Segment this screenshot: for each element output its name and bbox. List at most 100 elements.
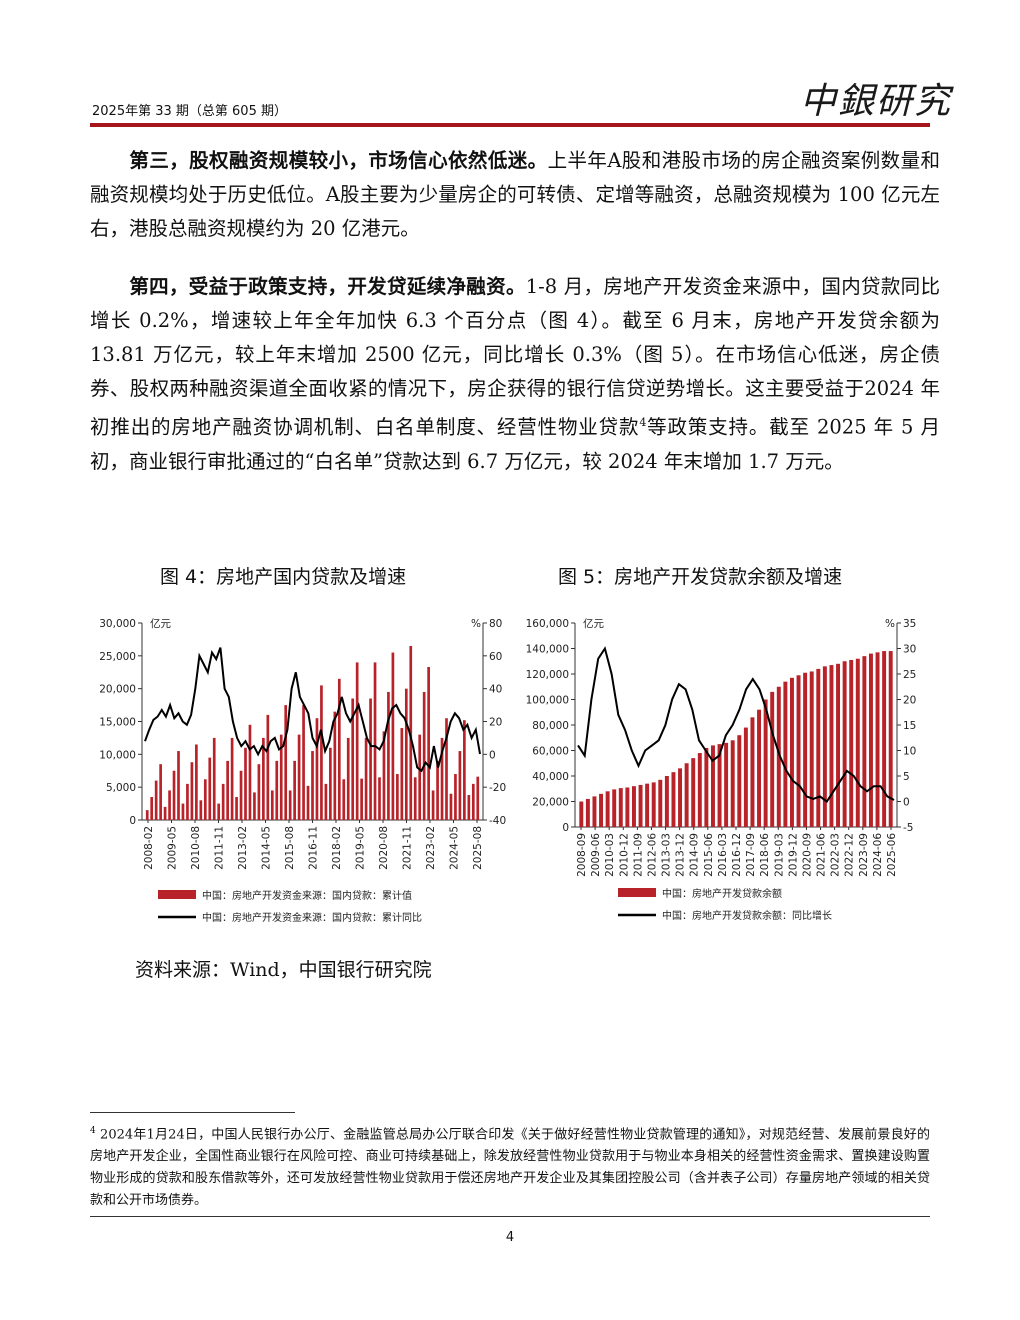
bar: [159, 764, 162, 820]
bar: [253, 792, 256, 820]
bar: [404, 688, 408, 820]
bar: [789, 677, 794, 827]
bar: [333, 711, 337, 820]
bar: [658, 779, 663, 827]
bar: [212, 737, 216, 820]
bar: [612, 789, 617, 827]
bar: [355, 662, 359, 820]
bar: [431, 790, 435, 820]
footnote-text: 2024年1月24日，中国人民银行办公厅、金融监管总局办公厅联合印发《关于做好经…: [90, 1127, 930, 1209]
bar: [449, 793, 453, 820]
bar: [467, 795, 471, 820]
x-tick-label: 2025-08: [472, 826, 484, 870]
bar: [822, 666, 827, 827]
bar: [342, 779, 346, 820]
bar: [631, 786, 636, 827]
bar: [855, 658, 860, 827]
bar: [378, 777, 381, 820]
x-tick-label: 2023-09: [858, 833, 870, 877]
y-right-tick-label: -40: [489, 815, 506, 827]
bar: [440, 737, 444, 820]
x-tick-label: 2014-09: [689, 833, 701, 877]
footnote: 4 2024年1月24日，中国人民银行办公厅、金融监管总局办公厅联合印发《关于做…: [90, 1120, 930, 1212]
bar: [809, 671, 814, 827]
x-tick-label: 2016-03: [717, 833, 729, 877]
y-right-tick-label: 0: [903, 797, 910, 809]
legend-swatch-bar: [158, 890, 196, 899]
footnote-ref[interactable]: 4: [639, 416, 647, 429]
x-tick-label: 2023-02: [425, 826, 437, 870]
source-note: 资料来源：Wind，中国银行研究院: [135, 959, 432, 981]
x-tick-label: 2025-06: [886, 833, 898, 877]
x-tick-label: 2012-06: [646, 833, 658, 877]
footnote-number: 4: [90, 1126, 96, 1136]
bar: [862, 656, 867, 827]
bar: [697, 753, 702, 827]
bar: [888, 651, 893, 827]
bar: [315, 718, 319, 820]
bar: [360, 778, 363, 820]
x-tick-label: 2011-09: [632, 833, 644, 877]
bar: [599, 793, 604, 827]
bar: [262, 737, 265, 820]
paragraph-text: 上半年A股和港股市场的房企融资案例数量和融资规模均处于历史低位。A股主要为少量房…: [90, 149, 940, 240]
y-left-tick-label: 25,000: [99, 651, 136, 663]
figure-4-title: 图 4：房地产国内贷款及增速: [160, 566, 407, 588]
y-left-tick-label: 120,000: [526, 669, 569, 681]
x-tick-label: 2010-12: [618, 833, 630, 877]
bar: [651, 782, 656, 827]
bar: [724, 742, 729, 827]
series-line: [144, 647, 481, 773]
legend-label-line: 中国：房地产开发贷款余额：同比增长: [662, 909, 832, 922]
legend-label-bar: 中国：房地产开发资金来源：国内贷款：累计值: [202, 889, 412, 902]
bar: [882, 651, 887, 827]
bar: [172, 770, 176, 820]
x-tick-label: 2013-02: [237, 826, 249, 870]
chart-development-loan-balance: 160,000 140,000 120,000 100,000 80,000 60,000…: [526, 617, 917, 922]
bar: [275, 760, 279, 820]
bar: [168, 790, 171, 820]
bar: [186, 783, 189, 820]
y-left-tick-label: 100,000: [526, 695, 569, 707]
bar: [195, 744, 198, 820]
bar: [427, 666, 430, 820]
bar: [145, 810, 149, 820]
x-tick-label: 2015-06: [703, 833, 715, 877]
bar: [279, 734, 283, 820]
bar: [226, 760, 229, 820]
bar: [710, 745, 715, 827]
bar: [445, 718, 448, 820]
bar: [638, 784, 643, 827]
bar: [190, 762, 194, 820]
paragraph-equity-financing: 第三，股权融资规模较小，市场信心依然低迷。上半年A股和港股市场的房企融资案例数量…: [90, 144, 940, 246]
y-left-tick-label: 20,000: [532, 797, 569, 809]
y-left-tick-label: 0: [562, 822, 569, 834]
bar: [579, 801, 584, 827]
bar: [284, 705, 288, 820]
bar: [257, 764, 261, 820]
y-right-tick-label: 10: [903, 746, 916, 758]
y-right-tick-label: 25: [903, 669, 916, 681]
bar: [868, 653, 873, 827]
y-left-tick-label: 20,000: [99, 684, 136, 696]
paragraph-development-loans: 第四，受益于政策支持，开发贷延续净融资。1-8 月，房地产开发资金来源中，国内贷…: [90, 270, 940, 479]
bar: [476, 776, 480, 820]
bar: [743, 727, 748, 827]
x-tick-label: 2011-11: [214, 826, 226, 870]
bar: [684, 763, 689, 827]
x-tick-label: 2017-09: [745, 833, 757, 877]
x-tick-label: 2022-03: [830, 833, 842, 877]
x-tick-label: 2021-11: [402, 826, 414, 870]
x-tick-label: 2018-06: [759, 833, 771, 877]
legend-label-line: 中国：房地产开发资金来源：国内贷款：累计同比: [202, 911, 422, 924]
y-left-tick-label: 60,000: [532, 746, 569, 758]
bar: [757, 709, 762, 827]
bar: [671, 772, 676, 827]
bar: [239, 770, 243, 820]
y-right-tick-label: 60: [489, 651, 502, 663]
paragraph-text: 1-8 月，房地产开发资金来源中，国内贷款同比增长 0.2%，增速较上年全年加快…: [90, 275, 940, 439]
legend-swatch-bar: [618, 888, 656, 897]
bar: [783, 681, 788, 827]
bar: [244, 747, 247, 820]
paragraph-text-cont: 等政策支持。截至 2025 年 5 月初，商业银行审批通过的“白名单”贷款达到 …: [90, 415, 940, 473]
